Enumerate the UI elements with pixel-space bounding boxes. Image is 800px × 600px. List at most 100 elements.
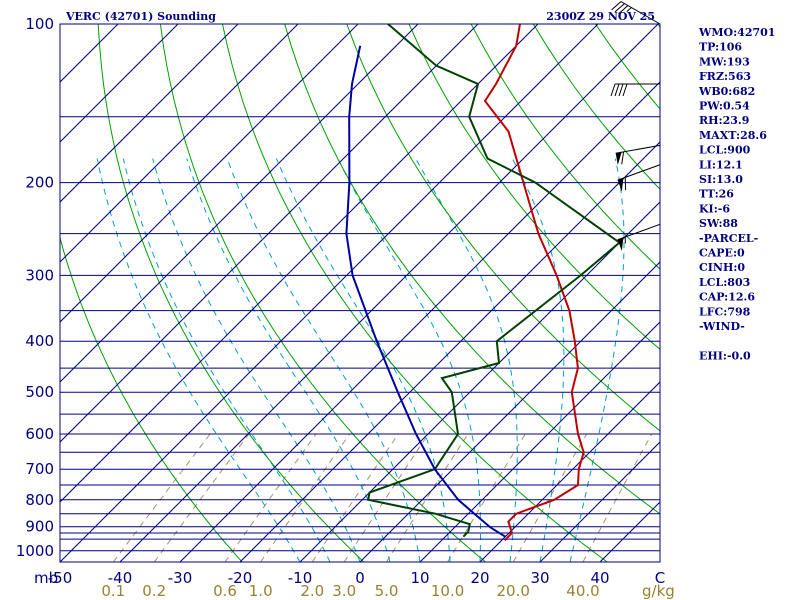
moist-adiabat-line <box>152 158 361 562</box>
index-line: CAP:12.6 <box>699 291 755 304</box>
dry-adiabat-line <box>60 235 243 562</box>
temperature-tick-label: -30 <box>168 569 193 587</box>
mixing-ratio-tick-label: 20.0 <box>496 582 529 600</box>
isotherm-line <box>179 81 660 562</box>
pressure-tick-label: 400 <box>25 332 54 350</box>
pressure-tick-label: 900 <box>25 518 54 536</box>
chart-timestamp: 2300Z 29 NOV 25 <box>546 10 655 23</box>
index-line: WB0:682 <box>698 85 755 98</box>
mixing-ratio-line <box>447 433 526 562</box>
moist-adiabat-line <box>275 158 451 562</box>
isotherm-line <box>239 141 660 562</box>
dry-adiabat-line <box>159 24 486 562</box>
pressure-tick-label: 500 <box>25 383 54 401</box>
mixing-ratio-tick-label: 10.0 <box>431 582 464 600</box>
index-line: TT:26 <box>699 188 734 201</box>
index-line: MW:193 <box>699 55 750 68</box>
temperature-tick-label: -10 <box>288 569 313 587</box>
moist-adiabat-line <box>122 158 331 562</box>
mixing-ratio-tick-label: 5.0 <box>375 582 399 600</box>
mixing-ratio-line <box>343 433 429 562</box>
isotherms <box>0 24 660 562</box>
pressure-tick-label: 600 <box>25 425 54 443</box>
isotherm-line <box>479 381 660 562</box>
wind-barb <box>610 83 661 97</box>
temperature-axis-labels: -50 -40 -30 -20 -10 0 10 20 30 40 C <box>48 569 665 587</box>
index-line: LI:12.1 <box>699 158 743 171</box>
index-line: PW:0.54 <box>699 100 750 113</box>
isotherm-line <box>0 24 58 562</box>
isotherm-line <box>60 24 119 83</box>
mixing-ratio-tick-label: 40.0 <box>566 582 599 600</box>
temperature-tick-label: -20 <box>228 569 253 587</box>
mixing-ratio-tick-label: 0.2 <box>142 582 166 600</box>
mixing-ratio-line <box>112 433 211 562</box>
index-line: RH:23.9 <box>699 114 749 127</box>
isotherm-line <box>299 201 660 562</box>
isotherm-line <box>119 24 659 562</box>
mixing-ratio-tick-label: 0.1 <box>101 582 125 600</box>
isotherm-line <box>419 321 660 562</box>
mixing-ratio-line <box>153 433 250 562</box>
dry-adiabat-line <box>408 24 660 351</box>
mixing-ratio-tick-label: 0.6 <box>213 582 237 600</box>
index-line: WMO:42701 <box>698 26 775 39</box>
isotherm-line <box>60 24 539 503</box>
moist-adiabat-line <box>511 158 565 562</box>
mixing-ratio-tick-label: 3.0 <box>332 582 356 600</box>
isotherm-line <box>60 24 419 383</box>
moist-adiabats <box>96 158 625 562</box>
dry-adiabats <box>60 24 800 562</box>
dry-adiabat-line <box>782 24 800 562</box>
isotherm-line <box>539 441 660 562</box>
series-temperature-line <box>483 24 585 542</box>
index-line: LCL:900 <box>699 144 751 157</box>
moist-adiabat-line <box>569 158 625 562</box>
temperature-tick-label: 10 <box>410 569 429 587</box>
pressure-tick-label: 1000 <box>16 542 54 560</box>
wind-barbs <box>610 1 661 251</box>
mixing-ratio-line <box>224 433 317 562</box>
mixing-ratio-axis-labels: 0.1 0.2 0.6 1.0 2.0 3.0 5.0 10.0 20.0 40.0 <box>101 582 599 600</box>
temperature-tick-label: 20 <box>470 569 489 587</box>
wind-barb <box>611 1 661 25</box>
isotherm-line <box>60 24 359 323</box>
dry-adiabat-line <box>532 24 660 190</box>
mixing-ratio-line <box>260 433 351 562</box>
index-line: CAPE:0 <box>699 247 745 260</box>
temperature-tick-label: -50 <box>48 569 73 587</box>
index-line: FRZ:563 <box>699 70 751 83</box>
dry-adiabat-line <box>346 24 660 432</box>
dry-adiabat-line <box>284 24 660 515</box>
isotherm-line <box>60 24 599 562</box>
index-line: CINH:0 <box>699 261 745 274</box>
mixing-ratio-line <box>582 433 653 562</box>
isobars <box>60 24 660 552</box>
temperature-tick-label: 40 <box>590 569 609 587</box>
index-line: -WIND- <box>699 320 745 333</box>
pressure-axis-labels: 100 200 300 400 500 600 700 800 900 1000 <box>16 15 54 560</box>
temperature-tick-label: 30 <box>530 569 549 587</box>
plot-frame <box>59 23 661 563</box>
pressure-tick-label: 300 <box>25 266 54 284</box>
pressure-tick-label: 700 <box>25 460 54 478</box>
moist-adiabat-line <box>96 158 301 562</box>
chart-title: VERC (42701) Sounding <box>65 10 216 23</box>
temperature-tick-label: 0 <box>355 569 365 587</box>
temperature-tick-label: -40 <box>108 569 133 587</box>
series-parcel-line <box>345 45 506 538</box>
mixing-ratio-tick-label: 2.0 <box>300 582 324 600</box>
isotherm-line <box>60 24 179 143</box>
isotherm-line <box>60 24 479 443</box>
sounding-traces <box>345 24 622 542</box>
dry-adiabat-line <box>222 24 608 562</box>
index-line: SW:88 <box>699 217 738 230</box>
mixing-ratio-lines <box>112 433 653 562</box>
dry-adiabat-line <box>97 24 365 562</box>
index-line: EHI:-0.0 <box>699 349 751 362</box>
temperature-tick-label: C <box>655 569 665 587</box>
moist-adiabat-line <box>337 158 481 562</box>
index-line: -PARCEL- <box>699 232 758 245</box>
